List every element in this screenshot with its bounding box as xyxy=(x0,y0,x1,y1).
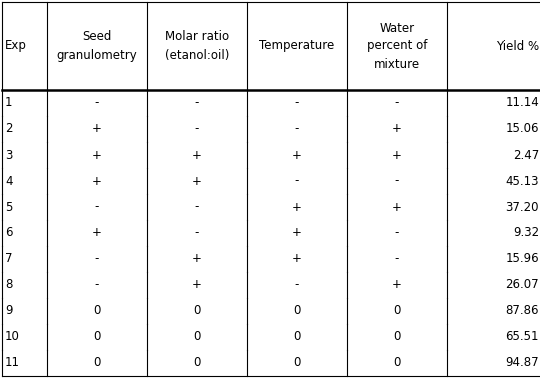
Text: +: + xyxy=(392,149,402,161)
Text: -: - xyxy=(195,96,199,109)
Text: 65.51: 65.51 xyxy=(505,331,539,343)
Text: +: + xyxy=(192,279,202,291)
Text: 4: 4 xyxy=(5,175,12,187)
Text: -: - xyxy=(395,96,399,109)
Text: +: + xyxy=(92,226,102,240)
Text: 26.07: 26.07 xyxy=(505,279,539,291)
Text: 15.06: 15.06 xyxy=(505,123,539,135)
Text: 87.86: 87.86 xyxy=(505,305,539,317)
Text: +: + xyxy=(292,200,302,214)
Text: 11.14: 11.14 xyxy=(505,96,539,109)
Text: -: - xyxy=(295,175,299,187)
Text: Yield %: Yield % xyxy=(496,40,539,53)
Text: 1: 1 xyxy=(5,96,12,109)
Text: -: - xyxy=(95,252,99,266)
Text: 9: 9 xyxy=(5,305,12,317)
Text: 0: 0 xyxy=(393,331,401,343)
Text: Water
percent of
mixture: Water percent of mixture xyxy=(367,21,427,70)
Text: -: - xyxy=(395,252,399,266)
Text: +: + xyxy=(192,149,202,161)
Text: +: + xyxy=(392,200,402,214)
Text: -: - xyxy=(295,123,299,135)
Text: 0: 0 xyxy=(293,331,301,343)
Text: +: + xyxy=(292,252,302,266)
Text: +: + xyxy=(192,175,202,187)
Text: +: + xyxy=(292,149,302,161)
Text: Molar ratio
(etanol:oil): Molar ratio (etanol:oil) xyxy=(165,30,229,61)
Text: 8: 8 xyxy=(5,279,12,291)
Text: 94.87: 94.87 xyxy=(505,356,539,370)
Text: 0: 0 xyxy=(193,305,201,317)
Text: +: + xyxy=(292,226,302,240)
Text: -: - xyxy=(395,175,399,187)
Text: 15.96: 15.96 xyxy=(505,252,539,266)
Text: -: - xyxy=(95,279,99,291)
Text: +: + xyxy=(92,149,102,161)
Text: 7: 7 xyxy=(5,252,12,266)
Text: -: - xyxy=(195,226,199,240)
Text: 9.32: 9.32 xyxy=(513,226,539,240)
Text: -: - xyxy=(395,226,399,240)
Text: +: + xyxy=(92,123,102,135)
Text: 10: 10 xyxy=(5,331,20,343)
Text: 0: 0 xyxy=(93,356,100,370)
Text: 3: 3 xyxy=(5,149,12,161)
Text: 45.13: 45.13 xyxy=(505,175,539,187)
Text: +: + xyxy=(192,252,202,266)
Text: -: - xyxy=(295,96,299,109)
Text: -: - xyxy=(195,123,199,135)
Text: 0: 0 xyxy=(293,305,301,317)
Text: 2.47: 2.47 xyxy=(513,149,539,161)
Text: +: + xyxy=(92,175,102,187)
Text: 0: 0 xyxy=(193,331,201,343)
Text: -: - xyxy=(95,96,99,109)
Text: 2: 2 xyxy=(5,123,12,135)
Text: 0: 0 xyxy=(393,305,401,317)
Text: +: + xyxy=(392,279,402,291)
Text: 0: 0 xyxy=(293,356,301,370)
Text: Temperature: Temperature xyxy=(259,40,335,53)
Text: Exp: Exp xyxy=(5,40,27,53)
Text: 37.20: 37.20 xyxy=(505,200,539,214)
Text: Seed
granulometry: Seed granulometry xyxy=(57,30,137,61)
Text: 0: 0 xyxy=(193,356,201,370)
Text: -: - xyxy=(95,200,99,214)
Text: 0: 0 xyxy=(393,356,401,370)
Text: -: - xyxy=(295,279,299,291)
Text: 0: 0 xyxy=(93,305,100,317)
Text: 0: 0 xyxy=(93,331,100,343)
Text: 11: 11 xyxy=(5,356,20,370)
Text: +: + xyxy=(392,123,402,135)
Text: 5: 5 xyxy=(5,200,12,214)
Text: -: - xyxy=(195,200,199,214)
Text: 6: 6 xyxy=(5,226,12,240)
